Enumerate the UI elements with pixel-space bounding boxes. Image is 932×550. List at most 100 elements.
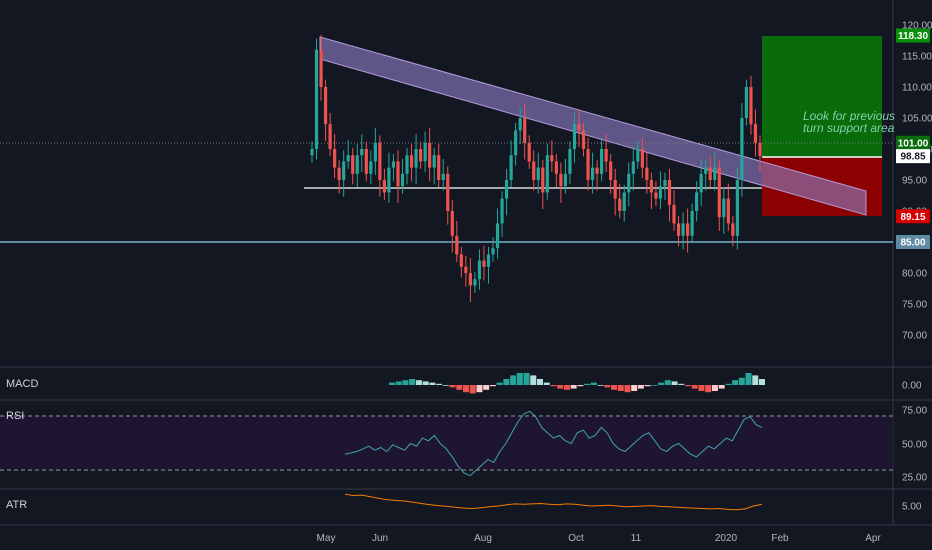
candle-body — [455, 235, 459, 255]
candle-body — [391, 161, 396, 168]
macd-bar — [449, 385, 456, 388]
candle-body — [536, 167, 540, 180]
indicator-axes[interactable]: 0.00 75.00 50.00 25.00 5.00 — [902, 381, 927, 513]
macd-bar — [624, 385, 631, 393]
annotation-line-1[interactable]: Look for previous resis — [803, 110, 898, 122]
candle-body — [504, 180, 509, 199]
candle-body — [713, 167, 717, 180]
macd-bar — [732, 380, 739, 385]
candle-body — [523, 118, 527, 143]
macd-bar — [516, 373, 523, 385]
macd-bar — [691, 385, 698, 389]
candle-body — [690, 211, 694, 236]
price-label-box — [896, 28, 930, 43]
macd-bar — [402, 380, 409, 385]
macd-bar — [429, 382, 436, 385]
candle-body — [518, 118, 522, 131]
time-axis[interactable]: May Jun Aug Oct 11 2020 Feb Apr — [317, 533, 882, 544]
candle-body — [676, 223, 681, 236]
candle-body — [726, 198, 730, 224]
macd-bar — [570, 385, 577, 389]
candle-body — [554, 161, 558, 174]
indicator-tick-1: 75.00 — [902, 406, 927, 417]
candle-body — [695, 192, 699, 211]
price-labels: 118.30 101.00 98.85 89.15 85.00 — [896, 28, 930, 249]
macd-bar — [590, 382, 597, 385]
candle-body — [640, 149, 644, 168]
indicator-tick-2: 50.00 — [902, 440, 927, 451]
macd-bar — [503, 379, 510, 385]
time-tick-1: Jun — [372, 533, 388, 544]
candle-body — [577, 124, 581, 131]
macd-bar — [671, 381, 678, 385]
macd-bar — [577, 385, 584, 387]
candle-body — [369, 161, 373, 174]
macd-pane-title[interactable]: MACD — [6, 378, 39, 390]
atr-line — [344, 493, 763, 511]
atr-pane-title[interactable]: ATR — [6, 499, 28, 511]
candle-body — [627, 173, 631, 193]
candle-body — [645, 167, 649, 180]
macd-bar — [442, 385, 449, 386]
candle-body — [581, 130, 586, 149]
price-tick-1: 75.00 — [902, 300, 927, 311]
macd-bar — [436, 383, 443, 385]
candle-body — [437, 155, 441, 180]
candle-body — [550, 155, 554, 162]
candle-body — [563, 173, 568, 187]
macd-bar — [563, 385, 570, 390]
candle-body — [717, 167, 721, 218]
time-tick-7: Apr — [865, 533, 881, 544]
candle-body — [636, 149, 640, 162]
candle-body — [473, 279, 477, 286]
candle-body — [323, 87, 328, 125]
candle-body — [450, 211, 454, 236]
candle-body — [667, 180, 672, 205]
macd-bar — [611, 385, 617, 390]
candle-body — [414, 149, 418, 168]
indicator-tick-4: 5.00 — [902, 502, 922, 513]
macd-bar — [510, 375, 517, 385]
candle-body — [405, 155, 409, 174]
candle-body — [586, 149, 590, 180]
macd-bar — [759, 379, 765, 385]
candle-body — [432, 155, 436, 168]
candle-body — [428, 142, 432, 168]
candle-body — [744, 87, 749, 118]
macd-bar — [651, 385, 658, 386]
macd-bar — [705, 385, 712, 393]
candle-body — [459, 254, 463, 267]
macd-bar — [617, 385, 624, 391]
target-zone[interactable] — [762, 36, 882, 157]
macd-bar — [637, 385, 644, 389]
candle-body — [532, 161, 536, 180]
indicator-tick-3: 25.00 — [902, 473, 927, 484]
price-label-box — [896, 149, 930, 164]
price-label-box — [896, 135, 930, 150]
candle-body — [699, 173, 703, 193]
macd-bar — [409, 379, 416, 385]
annotation-line-2[interactable]: turn support area for y — [803, 122, 898, 134]
candle-body — [758, 142, 762, 157]
candle-body — [477, 260, 482, 280]
price-axis[interactable]: 70.0075.0080.0085.0090.0095.00100.00105.… — [902, 21, 932, 342]
candle-body — [672, 204, 676, 224]
macd-bar — [389, 382, 395, 385]
candle-body — [590, 167, 595, 180]
candle-body — [622, 192, 626, 211]
candle-body — [541, 167, 545, 193]
candle-body — [333, 149, 337, 168]
candle-body — [559, 173, 563, 187]
macd-bar — [469, 385, 476, 394]
candle-body — [663, 180, 667, 187]
price-label: 101.00 — [898, 138, 929, 149]
macd-bar — [483, 385, 490, 390]
macd-bar — [584, 383, 591, 385]
candle-body — [527, 142, 531, 162]
rsi-pane-title[interactable]: RSI — [6, 410, 25, 422]
macd-bar — [415, 380, 422, 385]
candle-body — [409, 155, 414, 168]
price-tick-10: 120.00 — [902, 21, 932, 32]
candle-body — [464, 266, 468, 273]
